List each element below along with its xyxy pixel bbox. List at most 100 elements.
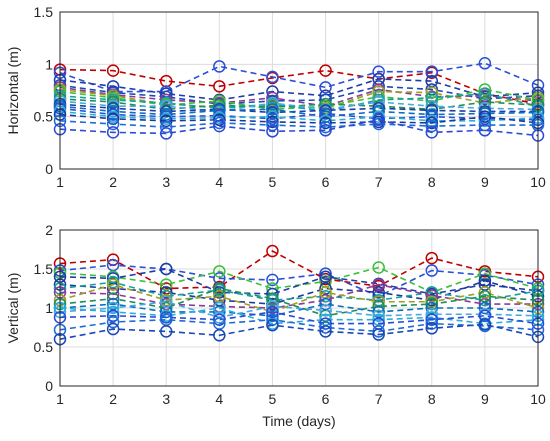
data-point <box>106 126 120 139</box>
x-tick-label: 5 <box>269 391 277 407</box>
x-tick-label: 4 <box>215 174 223 190</box>
data-point <box>159 325 173 338</box>
data-point <box>213 119 226 133</box>
data-point <box>266 125 279 138</box>
series-9 <box>53 297 545 323</box>
series-15 <box>53 114 545 134</box>
data-point <box>372 113 385 127</box>
x-tick-label: 8 <box>428 391 436 407</box>
y-tick-label: 0 <box>45 161 53 177</box>
x-tick-label: 2 <box>109 174 117 190</box>
y-tick-label: 0.5 <box>34 339 54 355</box>
data-point <box>106 117 120 131</box>
x-tick-label: 1 <box>56 174 64 190</box>
series-line <box>59 62 539 93</box>
data-point <box>478 118 492 132</box>
data-point <box>478 124 492 137</box>
axes-box <box>59 11 539 170</box>
series-line <box>59 303 539 317</box>
x-tick-label: 5 <box>269 174 277 190</box>
x-tick-label: 3 <box>162 391 170 407</box>
data-point <box>478 293 492 307</box>
data-point <box>478 309 492 323</box>
data-point <box>213 313 226 326</box>
series-14 <box>53 318 545 346</box>
y-axis-label: Horizontal (m) <box>5 47 21 135</box>
data-point <box>266 292 279 305</box>
data-point <box>319 116 332 130</box>
axes-box <box>59 229 539 387</box>
data-point <box>372 328 385 341</box>
data-point <box>159 105 173 118</box>
series-line <box>59 118 539 137</box>
data-point <box>319 290 332 303</box>
data-point <box>106 315 120 329</box>
data-point <box>372 295 385 309</box>
y-axis-label: Vertical (m) <box>5 273 21 344</box>
x-tick-label: 6 <box>322 174 330 190</box>
data-point <box>372 110 385 123</box>
y-tick-label: 2 <box>45 222 53 238</box>
data-point <box>106 301 120 315</box>
data-point <box>213 282 226 295</box>
data-point <box>213 265 226 278</box>
data-point <box>319 97 332 111</box>
series-line <box>59 98 539 111</box>
data-point <box>372 117 385 131</box>
data-point <box>319 81 332 94</box>
data-point <box>159 295 173 309</box>
data-point <box>319 321 332 334</box>
series-line <box>59 266 539 294</box>
data-point <box>106 278 120 291</box>
data-point <box>478 83 492 96</box>
data-point <box>478 110 492 123</box>
data-point <box>213 116 226 130</box>
data-point <box>425 297 439 311</box>
x-tick-label: 7 <box>375 391 383 407</box>
data-point <box>266 103 279 116</box>
data-point <box>478 286 492 299</box>
data-point <box>319 293 332 307</box>
series-line <box>59 318 539 333</box>
data-point <box>159 305 173 319</box>
x-tick-label: 9 <box>481 391 489 407</box>
data-point <box>319 124 332 137</box>
data-point <box>319 64 332 77</box>
data-point <box>425 116 439 130</box>
data-point <box>425 126 439 139</box>
data-point <box>425 264 439 277</box>
data-point <box>372 286 385 299</box>
data-point <box>372 65 385 78</box>
series-line <box>59 283 538 309</box>
data-point <box>266 318 279 332</box>
data-point <box>106 64 120 77</box>
data-point <box>319 107 332 120</box>
data-point <box>266 273 279 287</box>
series-line <box>59 287 539 317</box>
series-line <box>59 279 539 305</box>
data-point <box>478 87 492 100</box>
data-point <box>213 113 226 127</box>
data-point <box>159 262 173 276</box>
data-point <box>319 325 332 338</box>
data-point <box>319 297 332 311</box>
data-point <box>425 251 439 265</box>
data-point <box>372 278 385 291</box>
data-point <box>319 120 332 134</box>
y-tick-label: 0.5 <box>34 109 54 125</box>
series-line <box>59 307 539 325</box>
x-tick-label: 6 <box>322 391 330 407</box>
x-tick-label: 9 <box>481 174 489 190</box>
x-tick-label: 10 <box>530 391 546 407</box>
data-point <box>159 127 173 140</box>
data-point <box>159 120 173 134</box>
data-point <box>478 318 492 331</box>
data-point <box>372 309 385 323</box>
data-point <box>159 90 173 104</box>
series-line <box>59 250 539 290</box>
data-point <box>425 322 439 335</box>
series-line <box>59 86 539 108</box>
series-line <box>59 120 538 128</box>
data-point <box>213 104 226 117</box>
